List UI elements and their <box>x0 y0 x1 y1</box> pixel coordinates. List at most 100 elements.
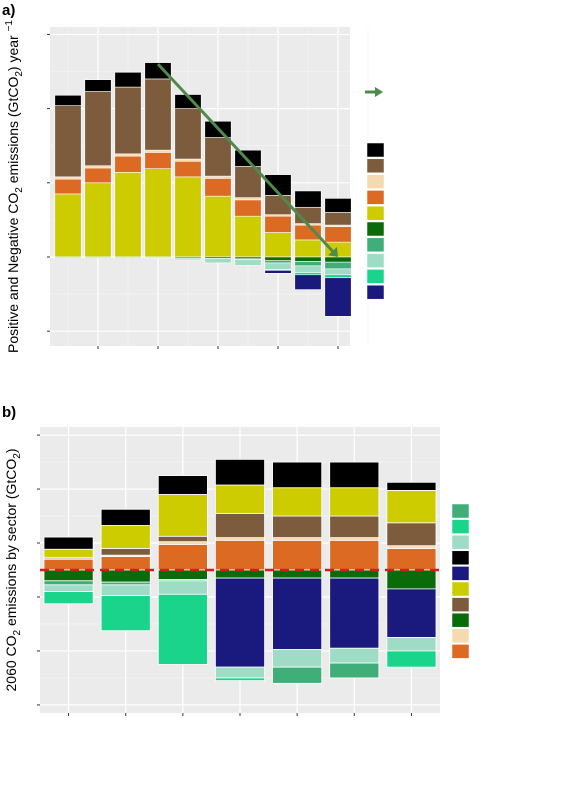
bar-segment-beccs-hydrogen <box>215 677 265 682</box>
bar-segment-building <box>324 198 352 213</box>
bar-segment-beccs-electricity <box>43 580 94 586</box>
bar-segment-transportation <box>54 178 82 195</box>
bar-segment-transportation <box>294 224 322 241</box>
bar-segment-land-use-change <box>43 569 94 582</box>
legend-key-daccs <box>366 284 385 300</box>
bar-segment-refining <box>329 537 380 541</box>
bar-segment-daccs <box>264 270 292 274</box>
bar-segment-electricity <box>157 494 208 537</box>
trajectory-arrow-line <box>156 63 334 253</box>
y-axis-label-part: ) year <box>5 31 21 71</box>
bar-segment-land-use-change <box>264 256 292 261</box>
bar-segment-building <box>386 481 437 491</box>
bar-segment-beccs-electricity <box>272 666 323 684</box>
bar-segment-beccs-electricity <box>324 261 352 270</box>
bar-segment-daccs <box>294 274 322 290</box>
bar-segment-refining <box>144 149 172 153</box>
legend-key-refining <box>366 174 385 189</box>
bar-segment-electricity <box>54 193 82 258</box>
bar-segment-transportation <box>264 215 292 233</box>
legend-key-beccs-electricity <box>366 237 385 253</box>
bar-segment-beccs-liquids <box>157 580 208 595</box>
bar-segment-industry <box>84 91 112 167</box>
bar-segment-transportation <box>84 167 112 184</box>
bar-segment-beccs-electricity <box>100 581 151 586</box>
bar-segment-transportation <box>114 155 142 173</box>
bar-segment-refining <box>157 541 208 545</box>
bar-segment-beccs-hydrogen <box>157 593 208 665</box>
bar-segment-transportation <box>144 152 172 169</box>
bar-segment-transportation <box>324 226 352 243</box>
bar-segment-industry <box>272 515 323 539</box>
legend-key-land-use-change <box>451 612 470 628</box>
bar-segment-transportation <box>272 539 323 571</box>
legend-key-building <box>366 142 385 158</box>
legend-key-refining <box>451 628 470 644</box>
bar-segment-refining <box>174 158 202 162</box>
bar-segment-industry <box>264 195 292 215</box>
trajectory-arrow-head <box>328 247 338 257</box>
y-axis-label-part: ) <box>3 449 19 454</box>
bar-segment-electricity <box>43 548 94 558</box>
bar-segment-beccs-electricity <box>264 260 292 264</box>
bar-segment-industry <box>386 522 437 547</box>
bar-segment-beccs-liquids <box>234 259 262 266</box>
bar-segment-beccs-liquids <box>100 584 151 597</box>
legend-key-electricity <box>451 581 470 597</box>
legend-key-beccs-liquids <box>366 253 385 268</box>
bar-segment-electricity <box>272 487 323 517</box>
y-axis-label-part: 2060 CO <box>3 635 19 691</box>
bar-segment-beccs-hydrogen <box>294 272 322 276</box>
bar-segment-industry <box>329 515 380 539</box>
bar-segment-building <box>114 71 142 88</box>
bar-segment-transportation <box>234 199 262 217</box>
bar-segment-building <box>294 190 322 208</box>
bar-segment-refining <box>386 545 437 549</box>
legend-key-industry <box>366 158 385 174</box>
bar-segment-beccs-liquids <box>204 258 232 264</box>
bar-segment-industry <box>204 137 232 177</box>
bar-segment-industry <box>114 86 142 155</box>
bar-segment-building <box>157 475 208 495</box>
bar-segment-electricity <box>264 232 292 258</box>
bar-segment-land-use-change <box>157 569 208 580</box>
y-axis-label-part: 2 <box>14 71 25 77</box>
legend-key-building <box>451 550 470 566</box>
bar-segment-land-use-change <box>386 569 437 590</box>
bar-segment-industry <box>100 548 151 556</box>
bar-segment-beccs-liquids <box>174 257 202 261</box>
legend-key-beccs-electricity <box>451 503 470 519</box>
bar-segment-electricity <box>100 525 151 549</box>
bar-segment-building <box>100 508 151 526</box>
bar-segment-building <box>264 174 292 196</box>
y-axis-label-part: −1 <box>4 20 15 32</box>
legend-key-transportation <box>366 190 385 205</box>
bar-segment-beccs-hydrogen <box>100 595 151 632</box>
y-axis-label: Positive and Negative CO2 emissions (GtC… <box>4 20 25 353</box>
bar-segment-beccs-electricity <box>329 662 380 679</box>
bar-segment-beccs-electricity <box>294 261 322 267</box>
bar-segment-land-use-change <box>114 256 142 259</box>
bar-segment-refining <box>272 537 323 541</box>
bar-segment-refining <box>54 176 82 180</box>
bar-segment-transportation <box>386 548 437 571</box>
bar-segment-industry <box>144 78 172 151</box>
legend-key-beccs-hydrogen <box>366 269 385 284</box>
bar-segment-refining <box>114 153 142 157</box>
bar-segment-industry <box>157 535 208 543</box>
bar-segment-industry <box>54 105 82 178</box>
y-axis-label-part: 2 <box>14 187 25 193</box>
bar-segment-industry <box>324 212 352 226</box>
trajectory-legend-arrowhead <box>375 87 383 97</box>
bar-segment-industry <box>174 108 202 160</box>
bar-segment-electricity <box>294 239 322 258</box>
bar-segment-building <box>329 461 380 489</box>
legend-key-land-use-change <box>366 221 385 237</box>
bar-segment-transportation <box>329 539 380 571</box>
bar-segment-beccs-liquids <box>324 268 352 276</box>
bar-segment-electricity <box>84 182 112 258</box>
bar-segment-beccs-liquids <box>43 584 94 592</box>
bar-segment-daccs <box>215 577 265 668</box>
bar-segment-industry <box>215 512 265 539</box>
